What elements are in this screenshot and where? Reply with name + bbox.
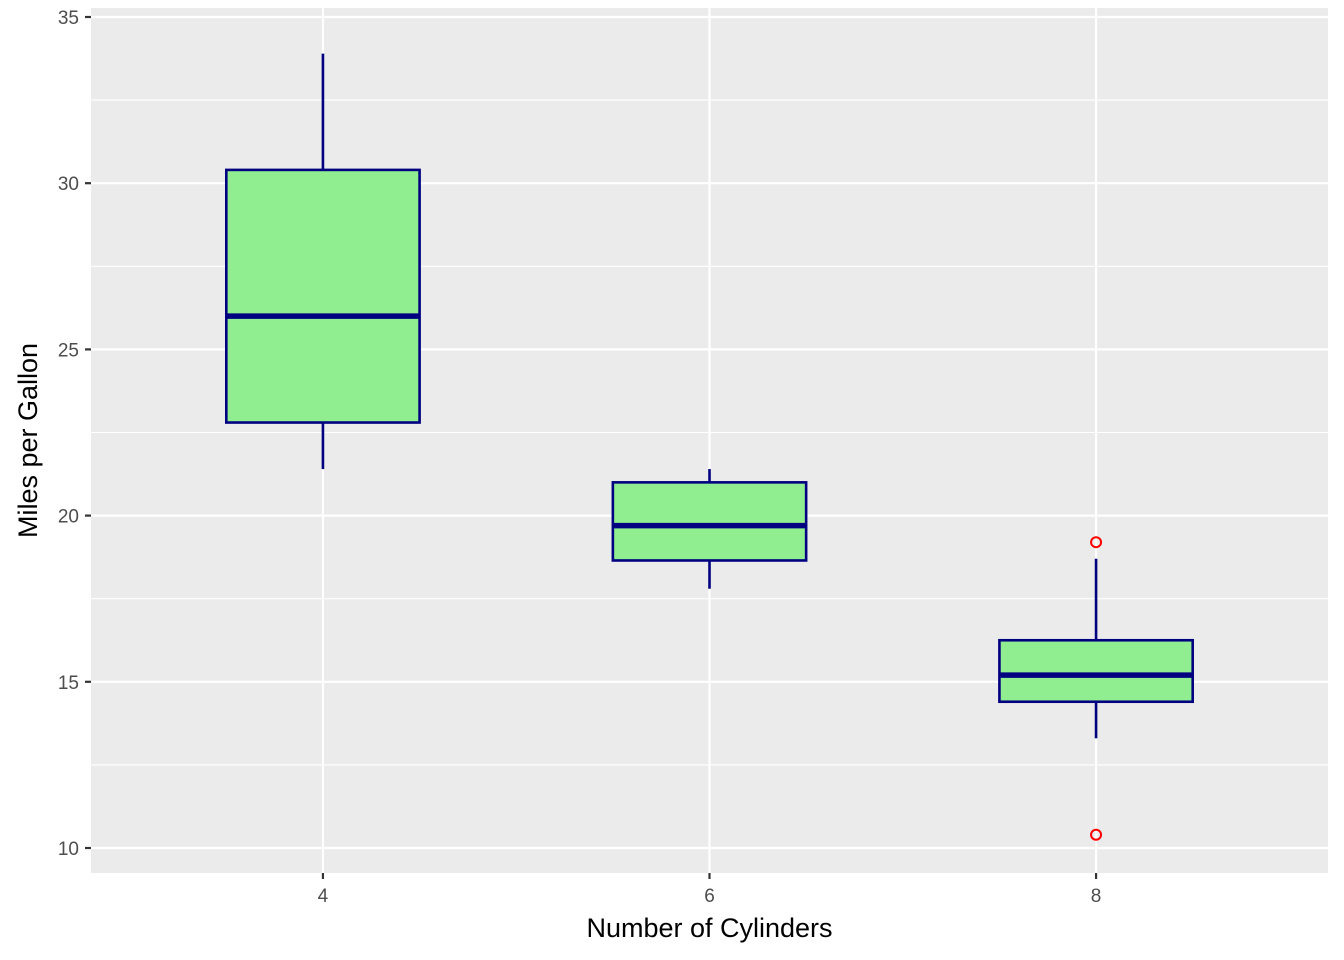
box-iqr (224, 168, 421, 424)
box-iqr (611, 481, 808, 562)
outlier-point (1090, 828, 1103, 841)
box-series (224, 53, 1195, 841)
x-tick-label: 4 (318, 886, 329, 907)
y-tick-label: 25 (58, 340, 79, 361)
y-tick-label: 30 (58, 174, 79, 195)
box-iqr (998, 638, 1195, 704)
y-tick-label: 35 (58, 8, 79, 29)
y-tick-label: 15 (58, 673, 79, 694)
outlier-point (1090, 536, 1103, 549)
y-tick-label: 10 (58, 839, 79, 860)
x-tick-label: 8 (1091, 886, 1102, 907)
axes: 10 15 20 25 30 35 4 6 8 (58, 8, 1101, 907)
y-axis-title: Miles per Gallon (13, 343, 43, 538)
y-tick-label: 20 (58, 507, 79, 528)
x-tick-label: 6 (704, 886, 715, 907)
x-axis-title: Number of Cylinders (586, 913, 832, 943)
